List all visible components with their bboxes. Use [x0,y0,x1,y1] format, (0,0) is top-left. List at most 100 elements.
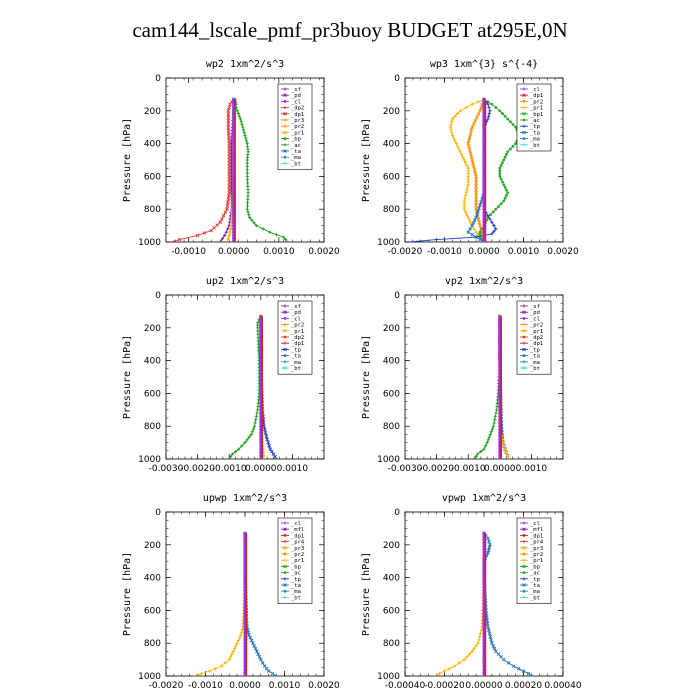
series-dp2 [228,314,263,460]
y-tick-label: 0 [394,74,400,84]
data-point [253,646,258,651]
legend-marker [283,521,287,525]
data-point [246,197,250,201]
y-tick-label: 1000 [138,238,161,248]
data-point [237,447,241,451]
data-point [260,661,265,665]
legend-marker [283,366,287,370]
legend-label: _pr3 [291,546,304,552]
y-axis-label: Pressure [hPa] [122,335,133,419]
data-point [237,114,242,118]
legend-label: _pr2 [530,99,543,105]
y-tick-label: 200 [144,541,161,551]
data-point [487,631,492,636]
data-point [474,197,478,202]
y-tick-label: 600 [144,606,161,616]
legend-marker [522,589,526,593]
data-point [226,197,231,202]
data-point [227,168,232,172]
data-point [245,204,250,208]
legend-marker [522,354,526,357]
legend-marker [283,118,287,122]
data-point [450,117,454,121]
data-point [255,411,259,415]
legend-label: _ac [530,571,540,577]
data-point [229,454,233,459]
legend-label: _pr1 [291,329,304,335]
legend-label: _pd [291,310,301,316]
legend-marker [283,328,287,333]
legend-marker [522,552,526,556]
legend-label: _dp2 [530,335,543,341]
data-point [226,237,230,241]
data-point [226,128,231,133]
data-point [228,102,232,107]
data-point [487,105,491,110]
legend-marker [522,595,526,599]
data-point [502,444,506,448]
legend-marker [283,87,287,91]
data-point [226,125,231,130]
legend-marker [283,354,287,357]
panel-title: vp2 1xm^2/s^3 [445,276,523,287]
legend-label: _dp2 [291,106,304,112]
data-point [246,194,250,198]
chart-panel-2: wp3 1xm^{3} s^{-4}02004006008001000-0.00… [361,59,579,257]
legend-marker [283,577,287,581]
data-point [449,122,453,127]
series-line [434,533,485,677]
legend-marker [283,111,287,116]
data-point [474,454,478,459]
data-point [499,177,503,181]
data-point [474,215,478,220]
legend-marker [283,161,287,165]
data-point [257,655,262,659]
data-point [245,144,250,148]
data-point [478,631,483,635]
chart-panel-6: vpwp 1xm^2/s^3 0 200 400 600 800 1000-0.00040-… [361,493,582,691]
data-point [252,424,257,428]
data-point [450,133,454,137]
y-tick-label: 1000 [138,455,161,465]
data-point [470,649,474,653]
legend-marker [283,335,287,339]
data-point [219,664,223,668]
data-point [506,117,510,121]
data-point [463,196,467,200]
legend-label: _pr1 [530,558,543,564]
legend-marker [522,360,526,364]
y-tick-label: 600 [383,172,400,182]
series-line [170,99,235,243]
legend-marker [522,335,526,339]
data-point [501,112,504,115]
x-tick-label: 0.0010 [508,247,540,257]
legend-marker [522,304,526,308]
legend-label: _pr3 [530,546,543,552]
data-point [466,141,471,146]
data-point [245,158,249,162]
data-point [482,447,486,451]
legend-label: _tp [291,347,301,353]
legend-label: _ma [530,360,540,366]
legend-marker [283,589,287,593]
data-point [488,109,492,113]
legend-label: _ac [530,118,540,124]
data-point [246,181,250,185]
legend: _cl_dp1_pr2_pr1_bp1_ac_tp_ta_ma_bt [516,83,552,152]
data-point [227,187,232,192]
legend-label: _pr1 [530,329,543,335]
data-point [468,227,472,231]
data-point [471,161,475,166]
x-tick-label: 0.0010 [263,247,295,257]
data-point [508,120,512,124]
data-point [498,166,502,170]
data-point [218,220,222,225]
x-tick-label: -0.0010 [427,247,462,257]
legend-marker [522,143,526,147]
x-tick-label: -0.0010 [451,464,486,474]
legend-marker [522,118,526,122]
legend-label: _pr4 [530,540,544,546]
data-point [503,185,507,189]
data-point [506,661,511,665]
data-point [492,421,496,425]
